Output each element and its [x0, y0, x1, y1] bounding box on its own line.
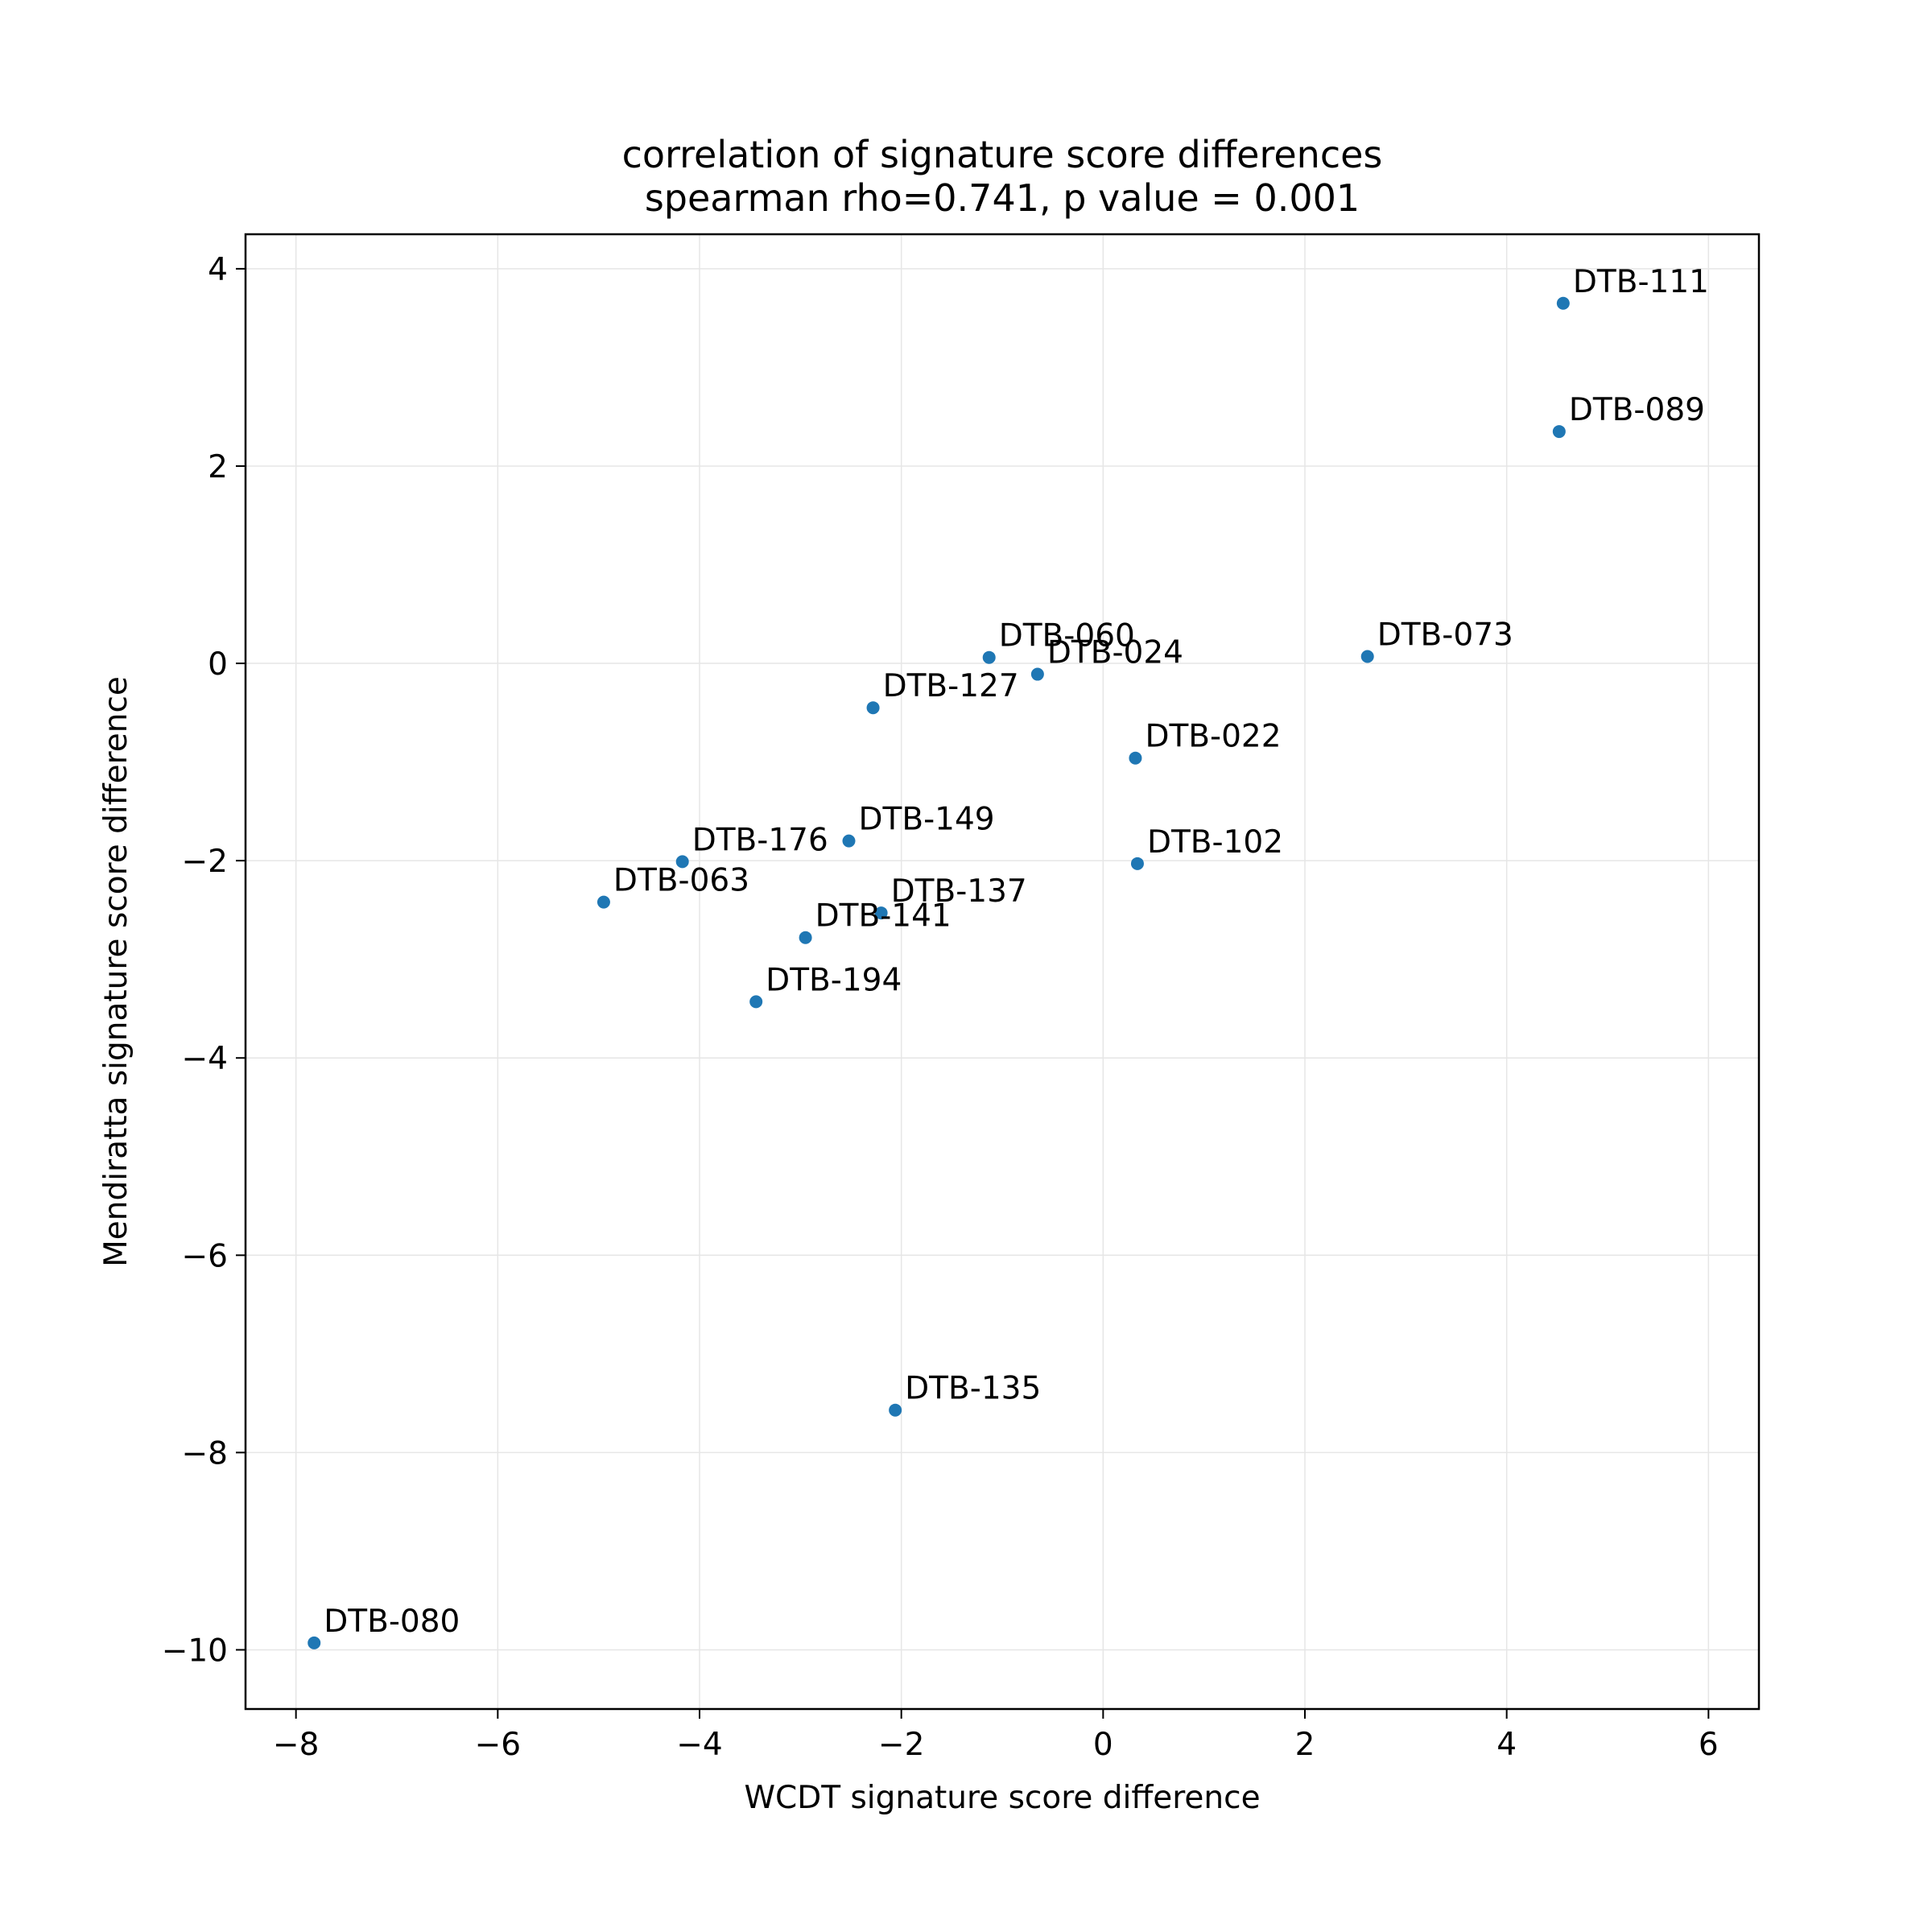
point-label: DTB-176: [692, 822, 828, 858]
data-points: [308, 296, 1570, 1649]
grid-lines: [246, 234, 1759, 1709]
data-point: [889, 1403, 902, 1417]
point-label: DTB-135: [905, 1371, 1041, 1407]
x-axis-ticks: −8 −6 −4 −2 0 2 4 6: [273, 1709, 1719, 1763]
point-label: DTB-073: [1377, 617, 1513, 653]
x-axis-label: WCDT signature score difference: [744, 1780, 1260, 1816]
point-label: DTB-127: [883, 668, 1019, 704]
point-label: DTB-024: [1047, 635, 1183, 671]
chart-title: correlation of signature score differenc…: [622, 133, 1383, 176]
x-tick-label: −2: [878, 1727, 925, 1763]
data-point: [675, 855, 689, 869]
y-tick-label: −4: [182, 1041, 229, 1077]
point-label: DTB-022: [1145, 719, 1281, 755]
data-point: [799, 931, 812, 944]
x-tick-label: −8: [273, 1727, 320, 1763]
data-point: [1129, 751, 1142, 765]
y-tick-label: 4: [208, 252, 228, 288]
y-tick-label: −10: [162, 1633, 228, 1669]
point-label: DTB-194: [766, 962, 902, 998]
x-tick-label: 6: [1699, 1727, 1719, 1763]
point-label: DTB-111: [1573, 264, 1709, 300]
x-tick-label: −4: [676, 1727, 723, 1763]
data-point: [1030, 667, 1044, 681]
data-point: [842, 834, 856, 848]
y-tick-label: −8: [182, 1435, 229, 1472]
point-label: DTB-149: [858, 802, 994, 838]
chart-subtitle: spearman rho=0.741, p value = 0.001: [645, 176, 1360, 220]
point-label: DTB-089: [1569, 392, 1705, 428]
point-label: DTB-137: [891, 873, 1027, 910]
y-axis-label: Mendiratta signature score difference: [98, 676, 134, 1267]
y-tick-label: −2: [182, 844, 229, 880]
data-point: [1130, 857, 1144, 870]
y-tick-label: −6: [182, 1238, 229, 1274]
data-point: [597, 895, 610, 909]
x-tick-label: 0: [1093, 1727, 1113, 1763]
data-point: [749, 995, 763, 1009]
data-point: [1360, 650, 1374, 663]
data-point: [874, 906, 888, 920]
y-tick-label: 2: [208, 449, 228, 485]
data-point: [1556, 296, 1570, 310]
x-tick-label: 2: [1295, 1727, 1315, 1763]
x-tick-label: 4: [1496, 1727, 1517, 1763]
point-label: DTB-060: [999, 618, 1135, 654]
data-point: [866, 701, 880, 715]
x-tick-label: −6: [475, 1727, 522, 1763]
point-label: DTB-080: [324, 1604, 460, 1640]
data-point: [308, 1636, 321, 1649]
point-label: DTB-141: [815, 898, 952, 935]
data-point: [1552, 425, 1566, 439]
plot-area-frame: [244, 233, 1761, 1711]
y-axis-ticks: −10 −8 −6 −4 −2 0 2 4: [162, 252, 246, 1669]
y-tick-label: 0: [208, 646, 228, 683]
point-label: DTB-102: [1147, 824, 1283, 861]
data-point: [982, 650, 996, 664]
point-label: DTB-063: [613, 863, 749, 899]
